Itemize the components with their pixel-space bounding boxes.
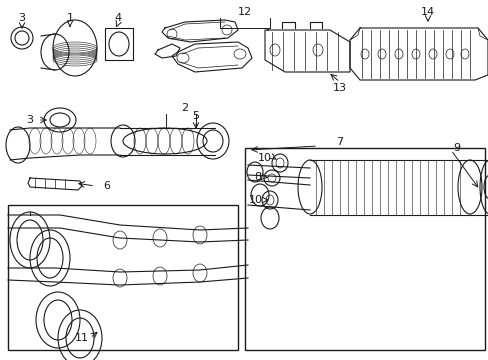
Text: 10: 10 bbox=[248, 195, 263, 205]
Text: 11: 11 bbox=[75, 333, 89, 343]
Text: 3: 3 bbox=[26, 115, 34, 125]
Text: 13: 13 bbox=[332, 83, 346, 93]
Text: 10: 10 bbox=[258, 153, 271, 163]
Bar bbox=[244, 148, 484, 350]
Bar bbox=[105, 28, 133, 60]
Text: 5: 5 bbox=[192, 111, 199, 121]
Text: 14: 14 bbox=[420, 7, 434, 17]
Text: 7: 7 bbox=[336, 137, 343, 147]
Text: 4: 4 bbox=[114, 13, 122, 23]
Text: 2: 2 bbox=[181, 103, 188, 113]
Text: 8: 8 bbox=[254, 172, 261, 182]
Text: 12: 12 bbox=[238, 7, 251, 17]
Text: 3: 3 bbox=[19, 13, 25, 23]
Text: 1: 1 bbox=[66, 13, 73, 23]
Text: 6: 6 bbox=[103, 181, 110, 191]
Bar bbox=[8, 205, 238, 350]
Text: 9: 9 bbox=[452, 143, 460, 153]
